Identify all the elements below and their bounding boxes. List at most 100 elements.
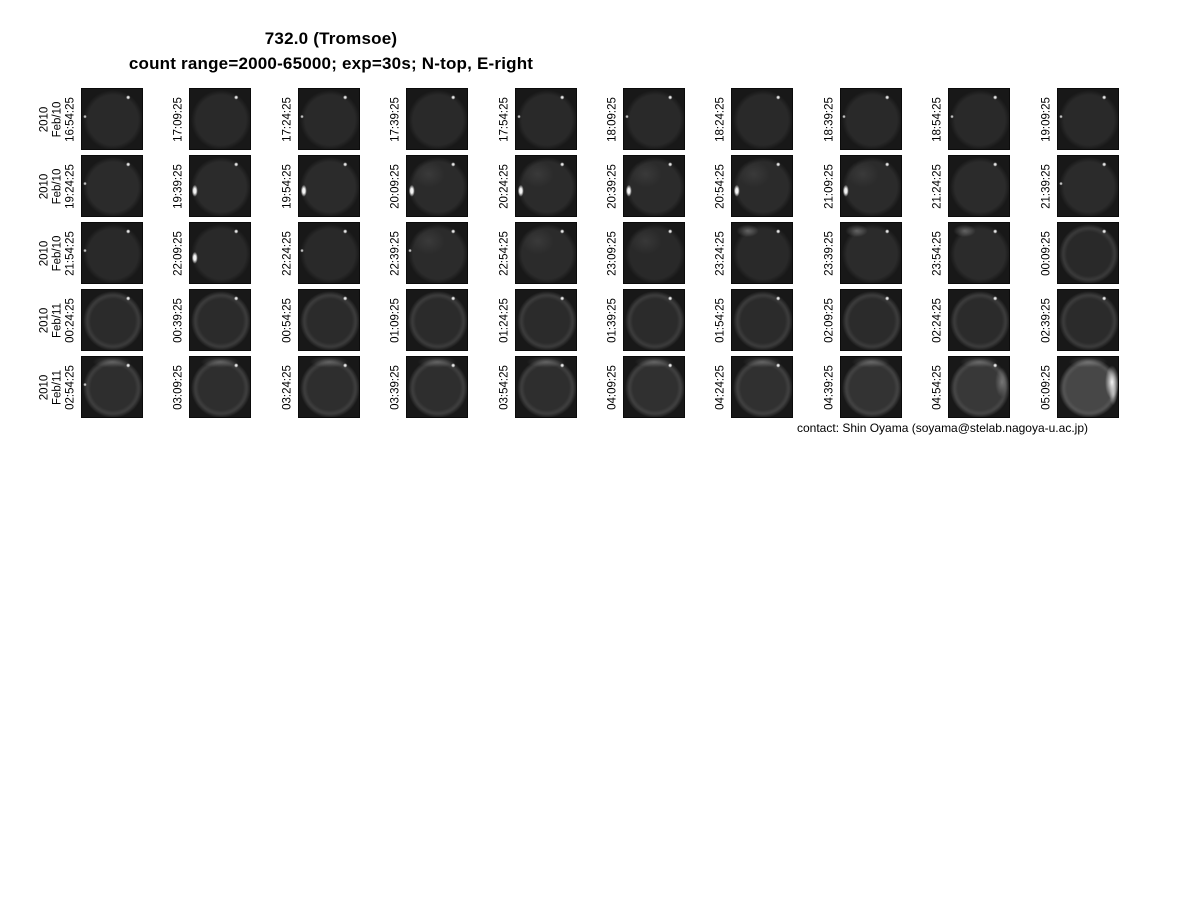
allsky-frame [1057, 356, 1119, 418]
frame-timestamp-label: 20:09:25 [389, 155, 402, 217]
frame-cell: 03:39:25 [389, 356, 468, 418]
frame-time-label: 20:39:25 [606, 163, 618, 209]
frame-year-label: 2010 [38, 307, 50, 333]
frame-timestamp-label: 02:09:25 [823, 289, 836, 351]
frame-grid: 2010 Feb/10 16:54:25 17:09:25 17:24:25 17:… [0, 0, 1200, 440]
frame-cell: 04:24:25 [714, 356, 793, 418]
frame-timestamp-label: 17:09:25 [172, 88, 185, 150]
frame-timestamp-label: 00:54:25 [281, 289, 294, 351]
frame-timestamp-label: 2010 Feb/11 02:54:25 [38, 356, 77, 418]
allsky-frame [1057, 155, 1119, 217]
frame-cell: 04:39:25 [823, 356, 902, 418]
frame-timestamp-label: 03:39:25 [389, 356, 402, 418]
allsky-frame [731, 289, 793, 351]
frame-timestamp-label: 19:09:25 [1040, 88, 1053, 150]
allsky-frame [406, 356, 468, 418]
frame-timestamp-label: 22:54:25 [498, 222, 511, 284]
frame-timestamp-label: 03:54:25 [498, 356, 511, 418]
frame-date-label: Feb/11 [51, 302, 63, 338]
frame-date-label: Feb/10 [51, 235, 63, 271]
allsky-frame [731, 222, 793, 284]
frame-cell: 17:09:25 [172, 88, 251, 150]
frame-time-label: 23:39:25 [823, 230, 835, 276]
allsky-frame [515, 88, 577, 150]
frame-timestamp-label: 21:39:25 [1040, 155, 1053, 217]
frame-cell: 22:09:25 [172, 222, 251, 284]
frame-time-label: 21:09:25 [823, 163, 835, 209]
frame-cell: 2010 Feb/10 16:54:25 [38, 88, 143, 150]
frame-year-label: 2010 [38, 240, 50, 266]
frame-time-label: 21:39:25 [1040, 163, 1052, 209]
frame-timestamp-label: 23:09:25 [606, 222, 619, 284]
frame-time-label: 18:39:25 [823, 96, 835, 142]
frame-time-label: 03:54:25 [498, 364, 510, 410]
frame-time-label: 17:39:25 [389, 96, 401, 142]
frame-time-label: 01:39:25 [606, 297, 618, 343]
frame-cell: 01:54:25 [714, 289, 793, 351]
allsky-frame [623, 222, 685, 284]
frame-timestamp-label: 23:39:25 [823, 222, 836, 284]
allsky-frame [623, 356, 685, 418]
allsky-frame [189, 88, 251, 150]
frame-time-label: 23:54:25 [931, 230, 943, 276]
frame-time-label: 05:09:25 [1040, 364, 1052, 410]
frame-time-label: 02:09:25 [823, 297, 835, 343]
frame-timestamp-label: 17:54:25 [498, 88, 511, 150]
frame-cell: 19:09:25 [1040, 88, 1119, 150]
allsky-frame [406, 155, 468, 217]
frame-cell: 20:24:25 [498, 155, 577, 217]
allsky-frame [731, 155, 793, 217]
frame-cell: 00:09:25 [1040, 222, 1119, 284]
frame-time-label: 01:09:25 [389, 297, 401, 343]
frame-time-label: 22:09:25 [172, 230, 184, 276]
allsky-frame [948, 155, 1010, 217]
frame-timestamp-label: 01:54:25 [714, 289, 727, 351]
frame-cell: 20:09:25 [389, 155, 468, 217]
frame-cell: 18:39:25 [823, 88, 902, 150]
frame-cell: 20:54:25 [714, 155, 793, 217]
frame-cell: 20:39:25 [606, 155, 685, 217]
frame-cell: 02:39:25 [1040, 289, 1119, 351]
frame-time-label: 19:09:25 [1040, 96, 1052, 142]
frame-timestamp-label: 2010 Feb/11 00:24:25 [38, 289, 77, 351]
contact-line: contact: Shin Oyama (soyama@stelab.nagoy… [797, 421, 1088, 435]
allsky-frame [731, 356, 793, 418]
frame-cell: 00:54:25 [281, 289, 360, 351]
frame-time-label: 04:39:25 [823, 364, 835, 410]
frame-timestamp-label: 18:39:25 [823, 88, 836, 150]
frame-timestamp-label: 02:24:25 [931, 289, 944, 351]
frame-time-label: 22:54:25 [498, 230, 510, 276]
frame-time-label: 18:54:25 [931, 96, 943, 142]
frame-cell: 21:09:25 [823, 155, 902, 217]
frame-timestamp-label: 2010 Feb/10 16:54:25 [38, 88, 77, 150]
frame-time-label: 02:54:25 [64, 364, 76, 410]
frame-time-label: 00:09:25 [1040, 230, 1052, 276]
allsky-frame [623, 88, 685, 150]
frame-time-label: 19:54:25 [281, 163, 293, 209]
frame-time-label: 03:09:25 [172, 364, 184, 410]
frame-cell: 21:39:25 [1040, 155, 1119, 217]
frame-cell: 23:09:25 [606, 222, 685, 284]
frame-cell: 22:54:25 [498, 222, 577, 284]
frame-cell: 03:54:25 [498, 356, 577, 418]
frame-timestamp-label: 2010 Feb/10 19:24:25 [38, 155, 77, 217]
frame-cell: 00:39:25 [172, 289, 251, 351]
frame-time-label: 18:09:25 [606, 96, 618, 142]
frame-timestamp-label: 02:39:25 [1040, 289, 1053, 351]
frame-time-label: 00:39:25 [172, 297, 184, 343]
frame-year-label: 2010 [38, 173, 50, 199]
allsky-frame [840, 88, 902, 150]
allsky-frame [840, 356, 902, 418]
allsky-frame [189, 289, 251, 351]
frame-time-label: 03:39:25 [389, 364, 401, 410]
frame-time-label: 00:24:25 [64, 297, 76, 343]
allsky-frame [515, 222, 577, 284]
allsky-frame [81, 88, 143, 150]
frame-time-label: 20:54:25 [714, 163, 726, 209]
allsky-frame [515, 155, 577, 217]
allsky-frame [298, 222, 360, 284]
frame-cell: 18:09:25 [606, 88, 685, 150]
allsky-frame [189, 356, 251, 418]
frame-year-label: 2010 [38, 106, 50, 132]
